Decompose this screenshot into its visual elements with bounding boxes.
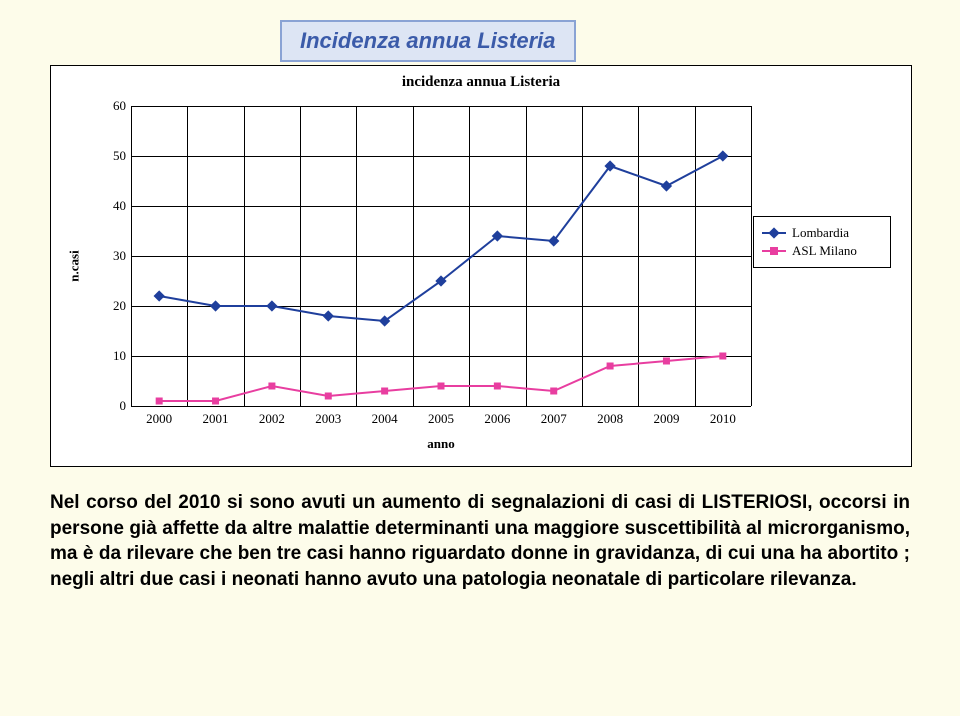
x-tick-label: 2004 <box>372 411 398 427</box>
y-tick-label: 60 <box>96 98 126 114</box>
series-marker <box>325 393 332 400</box>
legend-label: Lombardia <box>792 225 849 241</box>
legend-swatch <box>762 250 786 252</box>
title-container: Incidenza annua Listeria <box>280 20 576 62</box>
series-marker <box>210 300 221 311</box>
legend-item: Lombardia <box>762 225 882 241</box>
title-outer-border: Incidenza annua Listeria <box>280 20 576 62</box>
x-tick-label: 2010 <box>710 411 736 427</box>
series-marker <box>212 398 219 405</box>
series-marker <box>154 290 165 301</box>
chart-title: incidenza annua Listeria <box>51 74 911 91</box>
chart-x-axis-label: anno <box>131 436 751 452</box>
gridline-vertical <box>751 106 752 406</box>
series-marker <box>550 388 557 395</box>
series-line <box>159 156 723 321</box>
x-tick-label: 2007 <box>541 411 567 427</box>
series-marker <box>663 358 670 365</box>
x-tick-label: 2008 <box>597 411 623 427</box>
description-paragraph: Nel corso del 2010 si sono avuti un aume… <box>50 490 910 593</box>
chart-svg <box>131 106 751 406</box>
chart-y-axis-label: n.casi <box>67 250 83 281</box>
series-marker <box>494 383 501 390</box>
series-marker <box>717 150 728 161</box>
x-tick-label: 2000 <box>146 411 172 427</box>
y-tick-label: 10 <box>96 348 126 364</box>
legend-label: ASL Milano <box>792 243 857 259</box>
series-marker <box>381 388 388 395</box>
slide-page: Incidenza annua Listeria incidenza annua… <box>0 0 960 716</box>
x-tick-label: 2005 <box>428 411 454 427</box>
chart-frame: incidenza annua Listeria n.casi anno 010… <box>50 65 912 467</box>
y-tick-label: 0 <box>96 398 126 414</box>
x-tick-label: 2009 <box>653 411 679 427</box>
series-marker <box>268 383 275 390</box>
chart-plot-area: anno 01020304050602000200120022003200420… <box>131 106 751 406</box>
x-tick-label: 2001 <box>203 411 229 427</box>
series-marker <box>661 180 672 191</box>
series-marker <box>266 300 277 311</box>
series-marker <box>719 353 726 360</box>
series-marker <box>438 383 445 390</box>
gridline <box>131 406 751 407</box>
legend-swatch <box>762 232 786 234</box>
x-tick-label: 2006 <box>484 411 510 427</box>
series-marker <box>156 398 163 405</box>
series-marker <box>323 310 334 321</box>
chart-legend: Lombardia ASL Milano <box>753 216 891 268</box>
x-tick-label: 2003 <box>315 411 341 427</box>
legend-item: ASL Milano <box>762 243 882 259</box>
series-line <box>159 356 723 401</box>
y-tick-label: 30 <box>96 248 126 264</box>
series-marker <box>607 363 614 370</box>
page-title: Incidenza annua Listeria <box>282 22 574 60</box>
y-tick-label: 40 <box>96 198 126 214</box>
x-tick-label: 2002 <box>259 411 285 427</box>
y-tick-label: 50 <box>96 148 126 164</box>
y-tick-label: 20 <box>96 298 126 314</box>
